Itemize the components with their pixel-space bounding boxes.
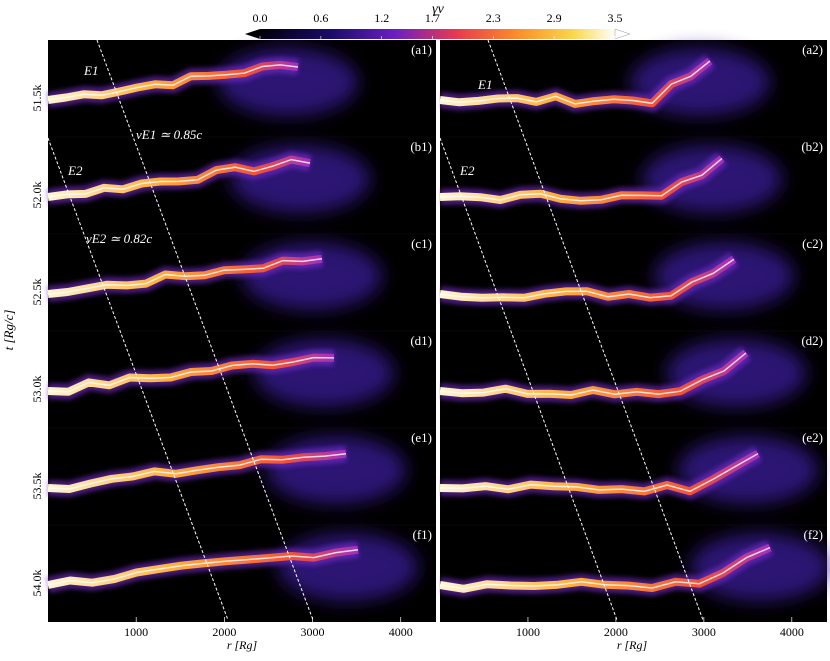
x-tick-label: 1000 [516,625,540,639]
row-label: 52.0k [30,182,44,209]
x-tick-label: 3000 [692,625,716,639]
colorbar-tick-label: 0.6 [313,11,328,25]
trajectory-line [96,39,314,621]
cocoon [690,533,830,601]
jet-core [439,352,747,396]
panel-label: (c2) [802,236,823,251]
colorbar-tick-label: 2.9 [547,11,562,25]
jet-core [47,452,347,490]
x-tick-label: 4000 [389,625,413,639]
annotation: E2 [67,163,83,178]
panel-label: (c1) [411,236,432,251]
panel-label: (d2) [801,333,823,348]
jet-core [47,356,335,393]
jet-core [439,546,771,590]
x-tick-label: 1000 [124,625,148,639]
cocoon [642,145,782,213]
panel-label: (d1) [410,333,432,348]
x-tick-label: 3000 [301,625,325,639]
jet-core [439,157,723,202]
cocoon [266,436,406,504]
trajectory-line [487,39,704,621]
panel-label: (f1) [413,527,433,542]
annotation: vE2 ≃ 0.82c [86,231,152,246]
row-label: 51.5k [30,85,44,112]
colorbar-tick-label: 2.3 [486,11,501,25]
colorbar-gradient [260,29,615,39]
jet-core [47,548,359,586]
row-label: 52.5k [30,279,44,306]
colorbar-tick-label: 1.2 [374,11,389,25]
x-axis-label: r [Rg] [617,638,648,652]
row-label: 54.0k [30,570,44,597]
panel-label: (e2) [802,430,823,445]
jet-core [439,60,711,105]
panel-label: (b1) [410,139,432,154]
colorbar: 0.0 0.6 1.2 1.7 2.3 2.9 3.5 [245,11,631,40]
annotation: E1 [83,63,98,78]
jet-core [439,452,759,493]
panel-label: (f2) [804,527,824,542]
panel-label: (e1) [411,430,432,445]
colorbar-tick-label: 3.5 [608,11,623,25]
panel-label: (a2) [802,42,823,57]
panel-label: (b2) [801,139,823,154]
row-label: 53.0k [30,376,44,403]
jet-core [47,64,299,101]
x-tick-label: 4000 [780,625,804,639]
row-label: 53.5k [30,473,44,500]
jet-core [47,158,311,198]
x-axis-label: r [Rg] [227,638,258,652]
colorbar-tick-label: 1.7 [425,11,440,25]
cocoon [666,339,806,407]
x-tick-label: 2000 [604,625,628,639]
x-tick-label: 2000 [212,625,236,639]
colorbar-title: γv [432,2,445,17]
jet-core [439,258,735,299]
colorbar-tick-label: 0.0 [253,11,268,25]
trajectory-line [47,137,229,621]
annotation: E2 [459,163,475,178]
y-axis-label: t [Rg/c] [1,310,16,351]
trajectory-line [439,137,618,621]
colorbar-max-arrow [614,28,631,40]
panel-label: (a1) [411,42,432,57]
annotation: vE1 ≃ 0.85c [136,127,202,142]
annotation: E1 [477,77,492,92]
colorbar-min-arrow [245,29,260,39]
